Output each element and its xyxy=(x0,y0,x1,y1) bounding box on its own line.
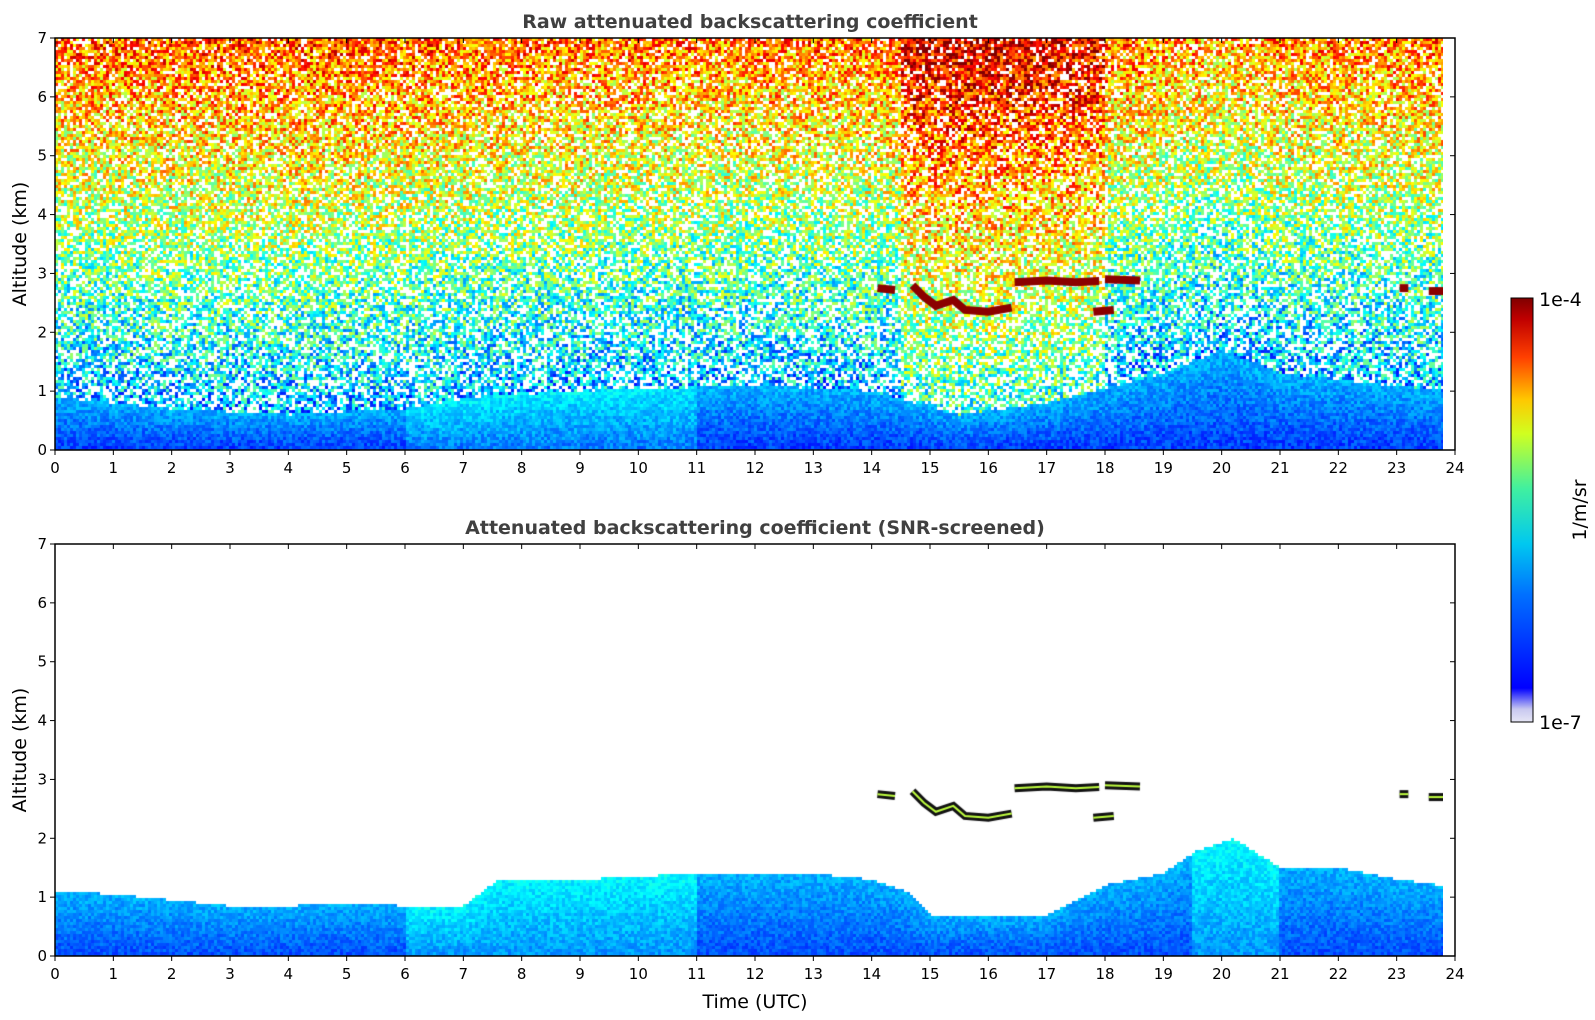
x-tick-label: 4 xyxy=(284,965,294,983)
x-tick-label: 14 xyxy=(862,459,881,477)
x-tick-label: 16 xyxy=(979,965,998,983)
x-tick-label: 22 xyxy=(1329,459,1348,477)
x-tick-label: 24 xyxy=(1445,965,1464,983)
y-tick-label: 6 xyxy=(37,88,47,106)
x-tick-label: 18 xyxy=(1095,965,1114,983)
y-tick-label: 3 xyxy=(37,264,47,282)
colorbar-gradient xyxy=(1510,297,1534,723)
y-tick-label: 5 xyxy=(37,653,47,671)
heatmap-image xyxy=(55,544,1443,956)
x-tick-label: 7 xyxy=(459,965,469,983)
x-tick-label: 17 xyxy=(1037,965,1056,983)
x-tick-label: 3 xyxy=(225,459,235,477)
x-axis-label: Time (UTC) xyxy=(701,991,807,1013)
x-tick-label: 10 xyxy=(629,459,648,477)
x-tick-label: 9 xyxy=(575,459,585,477)
x-tick-label: 10 xyxy=(629,965,648,983)
x-tick-label: 7 xyxy=(459,459,469,477)
x-tick-label: 23 xyxy=(1387,459,1406,477)
colorbar-min-label: 1e-7 xyxy=(1539,712,1582,734)
y-tick-label: 4 xyxy=(37,712,47,730)
x-tick-label: 24 xyxy=(1445,459,1464,477)
x-tick-label: 15 xyxy=(920,965,939,983)
y-axis-label-screened: Altitude (km) xyxy=(9,688,31,813)
x-tick-label: 6 xyxy=(400,965,410,983)
x-tick-label: 8 xyxy=(517,459,527,477)
axis-ticks-raw: 0 1 2 3 4 5 6 7 8 9 10 11 12 13 14 15 16 17 18 19 20 21 22 23 24… xyxy=(37,29,1464,477)
x-tick-label: 4 xyxy=(284,459,294,477)
heatmap-image xyxy=(55,38,1443,450)
y-tick-label: 2 xyxy=(37,829,47,847)
colorbar-unit-label: 1/m/sr xyxy=(1569,479,1591,540)
x-tick-label: 5 xyxy=(342,965,352,983)
y-tick-label: 7 xyxy=(37,29,47,47)
x-tick-label: 11 xyxy=(687,965,706,983)
heatmap-screened xyxy=(55,544,1443,956)
x-tick-label: 5 xyxy=(342,459,352,477)
x-tick-label: 2 xyxy=(167,459,177,477)
x-tick-label: 12 xyxy=(745,459,764,477)
y-tick-label: 1 xyxy=(37,888,47,906)
y-tick-label: 4 xyxy=(37,206,47,224)
x-tick-label: 8 xyxy=(517,965,527,983)
x-tick-label: 21 xyxy=(1270,459,1289,477)
x-tick-label: 22 xyxy=(1329,965,1348,983)
y-tick-label: 0 xyxy=(37,441,47,459)
colorbar: 1e-4 1e-7 1/m/sr xyxy=(1510,289,1591,734)
x-tick-label: 0 xyxy=(50,459,60,477)
y-tick-label: 2 xyxy=(37,323,47,341)
x-tick-label: 15 xyxy=(920,459,939,477)
x-tick-label: 13 xyxy=(804,459,823,477)
y-tick-label: 6 xyxy=(37,594,47,612)
x-tick-label: 9 xyxy=(575,965,585,983)
x-tick-label: 14 xyxy=(862,965,881,983)
x-tick-label: 1 xyxy=(109,459,119,477)
x-tick-label: 21 xyxy=(1270,965,1289,983)
chart-title-raw: Raw attenuated backscattering coefficien… xyxy=(522,11,978,33)
x-tick-label: 0 xyxy=(50,965,60,983)
x-tick-label: 23 xyxy=(1387,965,1406,983)
x-tick-label: 1 xyxy=(109,965,119,983)
y-tick-label: 5 xyxy=(37,147,47,165)
panel-screened: Attenuated backscattering coefficient (S… xyxy=(9,517,1465,1013)
y-axis-label-raw: Altitude (km) xyxy=(9,182,31,307)
x-tick-label: 2 xyxy=(167,965,177,983)
x-tick-label: 19 xyxy=(1154,459,1173,477)
x-tick-label: 18 xyxy=(1095,459,1114,477)
panel-raw: Raw attenuated backscattering coefficien… xyxy=(9,11,1465,477)
chart-title-screened: Attenuated backscattering coefficient (S… xyxy=(465,517,1045,539)
x-tick-label: 11 xyxy=(687,459,706,477)
x-tick-label: 16 xyxy=(979,459,998,477)
x-tick-label: 19 xyxy=(1154,965,1173,983)
x-tick-label: 13 xyxy=(804,965,823,983)
x-tick-label: 12 xyxy=(745,965,764,983)
x-tick-label: 20 xyxy=(1212,965,1231,983)
x-tick-label: 6 xyxy=(400,459,410,477)
y-tick-label: 7 xyxy=(37,535,47,553)
x-tick-label: 20 xyxy=(1212,459,1231,477)
x-tick-label: 3 xyxy=(225,965,235,983)
y-tick-label: 1 xyxy=(37,382,47,400)
axis-ticks-screened: 0 1 2 3 4 5 6 7 8 9 10 11 12 13 14 15 16 17 18 19 20 21 22 23 24… xyxy=(37,535,1464,983)
heatmap-raw xyxy=(55,38,1443,450)
x-tick-label: 17 xyxy=(1037,459,1056,477)
y-tick-label: 3 xyxy=(37,770,47,788)
y-tick-label: 0 xyxy=(37,947,47,965)
colorbar-max-label: 1e-4 xyxy=(1539,289,1582,311)
